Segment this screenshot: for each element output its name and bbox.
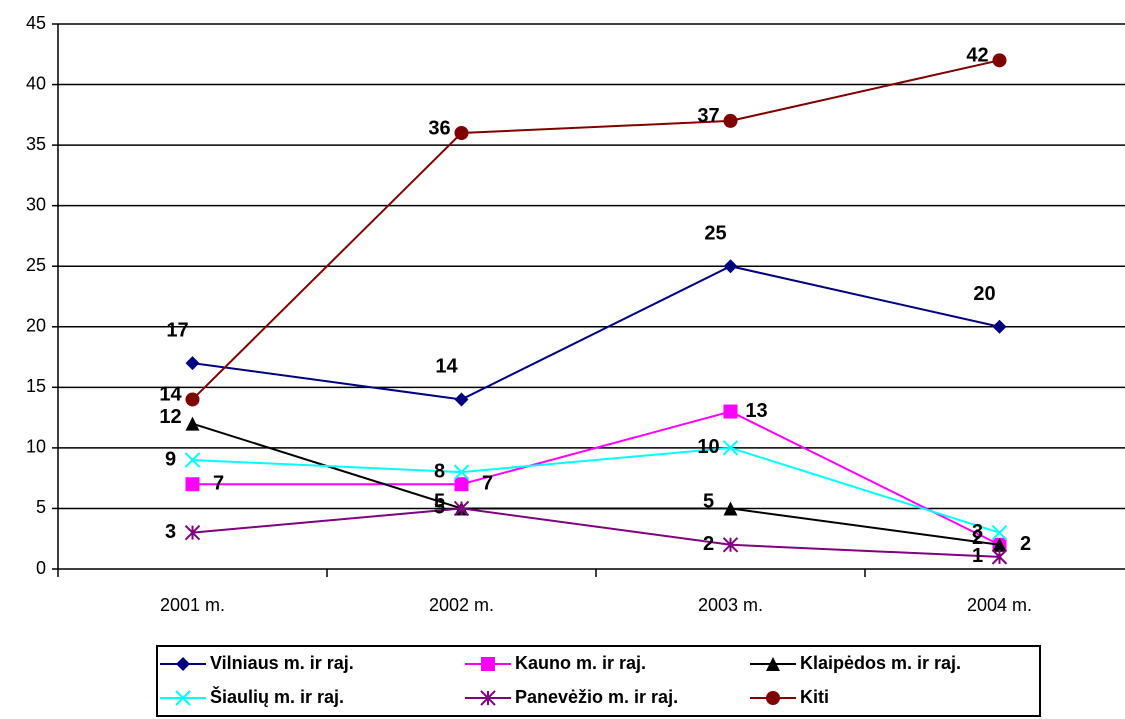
data-label: 42 (966, 45, 988, 67)
marker (723, 113, 738, 128)
data-label: 10 (697, 436, 719, 458)
marker (454, 126, 469, 140)
legend-item: Šiaulių m. ir raj. (160, 686, 344, 707)
legend-label: Klaipėdos m. ir raj. (800, 653, 961, 673)
data-label: 2 (972, 527, 983, 549)
data-label: 37 (697, 105, 719, 127)
legend-label: Panevėžio m. ir raj. (515, 687, 678, 707)
marker (723, 404, 738, 419)
data-label: 7 (482, 473, 493, 495)
marker (991, 549, 1008, 565)
y-tick-label: 10 (26, 437, 46, 457)
marker (766, 657, 780, 671)
y-tick-label: 0 (36, 558, 46, 578)
data-label: 1 (972, 545, 983, 567)
marker (176, 657, 190, 671)
series-line (192, 446, 1000, 534)
marker (480, 690, 496, 706)
marker (184, 452, 201, 468)
marker (175, 690, 191, 706)
marker (453, 464, 470, 480)
data-label: 2 (1020, 533, 1031, 555)
marker (723, 259, 738, 274)
marker (723, 501, 738, 516)
marker (722, 537, 739, 553)
legend-label: Vilniaus m. ir raj. (210, 653, 354, 673)
x-tick-label: 2003 m. (698, 595, 763, 615)
marker (454, 477, 469, 492)
y-tick-label: 5 (36, 497, 46, 517)
marker (992, 53, 1007, 68)
y-tick-label: 35 (26, 134, 46, 154)
marker (185, 477, 200, 492)
marker (185, 356, 200, 371)
marker (992, 319, 1007, 334)
y-tick-label: 30 (26, 194, 46, 214)
marker (184, 524, 201, 541)
marker (185, 416, 200, 431)
data-label: 7 (213, 473, 224, 495)
data-label: 17 (166, 319, 188, 341)
data-label: 13 (745, 400, 767, 422)
data-label: 5 (434, 491, 445, 513)
marker (481, 657, 495, 671)
x-tick-label: 2004 m. (967, 595, 1032, 615)
data-label: 14 (159, 384, 182, 406)
series-line (192, 507, 1000, 558)
legend-label: Kiti (800, 687, 829, 707)
marker (766, 691, 780, 705)
data-label: 5 (703, 491, 714, 513)
data-label: 8 (434, 460, 445, 482)
legend-label: Kauno m. ir raj. (515, 653, 646, 673)
data-label: 3 (165, 521, 176, 543)
data-label: 2 (703, 533, 714, 555)
data-label: 36 (428, 117, 450, 139)
legend-item: Kauno m. ir raj. (465, 653, 646, 673)
data-label: 5 (434, 497, 445, 519)
legend-item: Kiti (750, 687, 829, 707)
marker (454, 392, 469, 407)
data-label: 20 (973, 283, 995, 305)
legend-box (156, 645, 1041, 717)
x-tick-label: 2001 m. (160, 595, 225, 615)
y-tick-label: 15 (26, 376, 46, 396)
y-tick-label: 20 (26, 316, 46, 336)
legend-label: Šiaulių m. ir raj. (210, 686, 344, 707)
marker (991, 524, 1008, 541)
series-line (192, 410, 1000, 546)
marker (453, 500, 470, 517)
y-tick-label: 25 (26, 255, 46, 275)
data-label: 3 (972, 521, 983, 543)
data-label: 9 (165, 448, 176, 470)
legend-item: Klaipėdos m. ir raj. (750, 653, 961, 673)
marker (992, 537, 1007, 552)
legend-item: Vilniaus m. ir raj. (160, 653, 354, 673)
legend-item: Panevėžio m. ir raj. (465, 687, 678, 707)
marker (185, 392, 200, 407)
x-tick-label: 2002 m. (429, 595, 494, 615)
data-label: 14 (435, 356, 458, 378)
y-tick-label: 40 (26, 73, 46, 93)
y-tick-label: 45 (26, 13, 46, 33)
data-label: 25 (704, 223, 726, 245)
series-line (191, 59, 1000, 401)
series-line (192, 265, 1000, 401)
marker (722, 440, 739, 456)
data-label: 12 (159, 406, 181, 428)
